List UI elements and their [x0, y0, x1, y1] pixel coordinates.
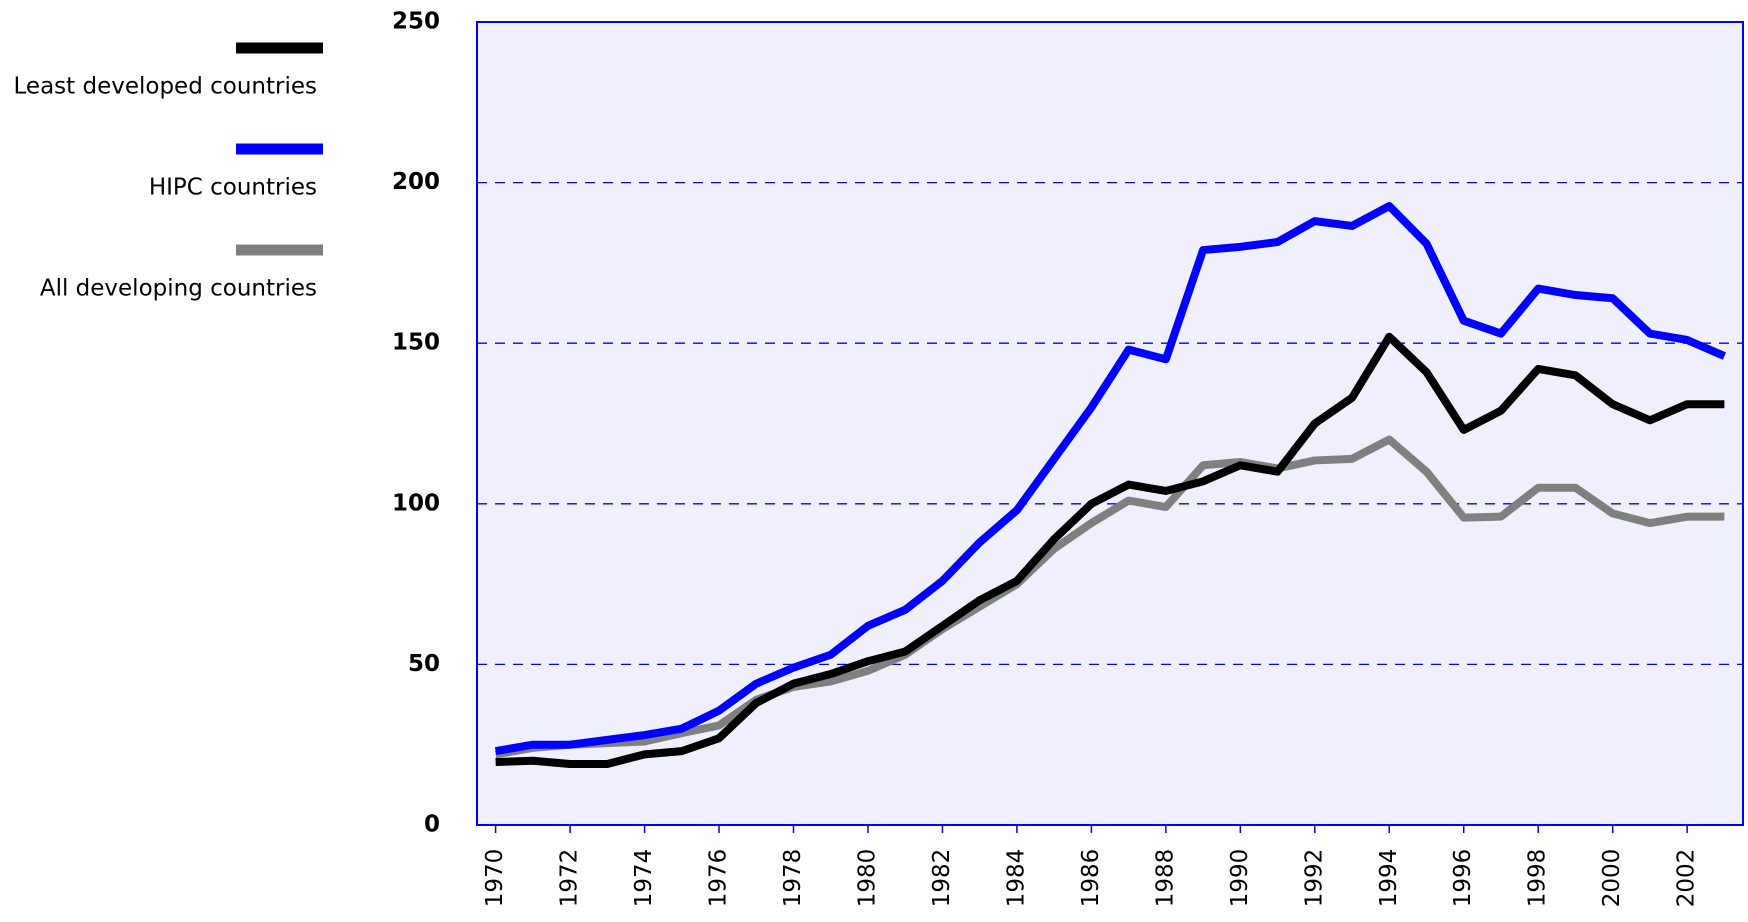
x-tick-label: 1994 — [1376, 849, 1402, 908]
y-tick-label: 250 — [392, 9, 440, 35]
x-tick-label: 1990 — [1227, 849, 1253, 908]
x-tick-label: 1976 — [706, 849, 732, 908]
x-tick-label: 1970 — [482, 849, 508, 908]
legend-label: Least developed countries — [14, 74, 317, 100]
legend-label: All developing countries — [40, 276, 317, 302]
x-tick-label: 1982 — [929, 849, 955, 908]
x-tick-label: 2002 — [1674, 849, 1700, 908]
y-tick-label: 200 — [392, 169, 440, 195]
x-tick-label: 1992 — [1301, 849, 1327, 908]
x-tick-label: 1972 — [557, 849, 583, 908]
y-tick-label: 100 — [392, 490, 440, 516]
y-tick-label: 150 — [392, 330, 440, 356]
legend-label: HIPC countries — [149, 175, 317, 201]
x-tick-label: 2000 — [1599, 849, 1625, 908]
x-tick-label: 1980 — [854, 849, 880, 908]
x-tick-label: 1986 — [1078, 849, 1104, 908]
line-series — [494, 435, 1725, 759]
line-series — [495, 332, 1725, 768]
x-tick-label: 1988 — [1152, 849, 1178, 908]
x-tick-label: 1978 — [780, 849, 806, 908]
plot-area — [476, 21, 1744, 826]
x-tick-label: 1984 — [1003, 849, 1029, 908]
x-tick-label: 1996 — [1450, 849, 1476, 908]
x-tick-label: 1974 — [631, 849, 657, 908]
y-tick-label: 50 — [408, 651, 440, 677]
line-series — [494, 202, 1726, 756]
y-tick-label: 0 — [424, 812, 440, 838]
x-tick-label: 1998 — [1525, 849, 1551, 908]
